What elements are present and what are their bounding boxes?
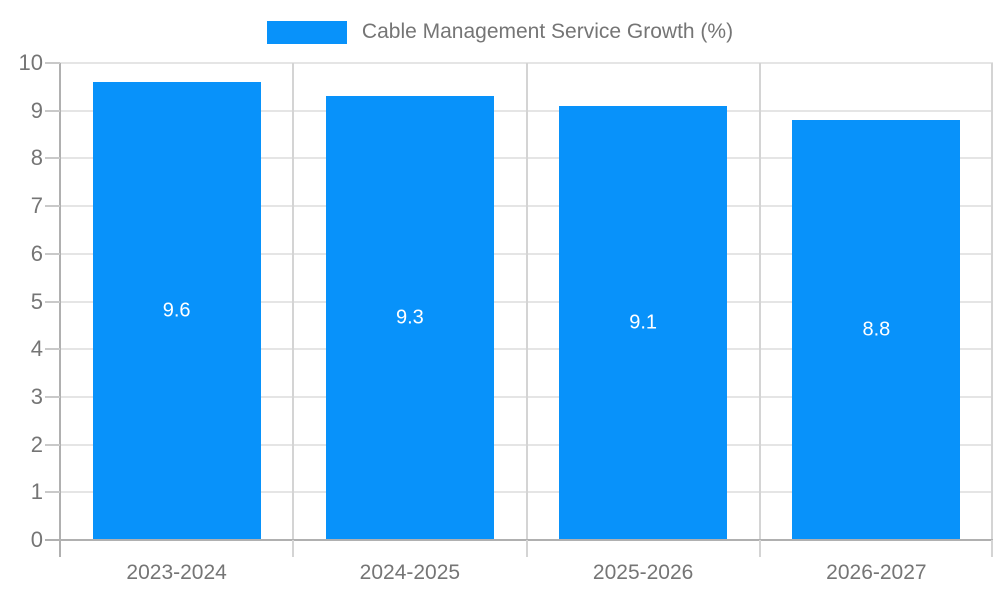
x-axis-tick xyxy=(525,540,528,557)
legend-label: Cable Management Service Growth (%) xyxy=(361,20,734,43)
y-tick-label: 0 xyxy=(30,527,43,552)
y-axis-tick xyxy=(45,443,60,446)
category-separator xyxy=(991,63,993,540)
x-axis-tick xyxy=(991,540,993,557)
y-axis-tick xyxy=(45,157,60,160)
y-axis-tick xyxy=(45,348,60,351)
category-separator xyxy=(525,63,528,540)
y-tick-label: 6 xyxy=(30,240,43,266)
legend: Cable Management Service Growth (%) xyxy=(0,20,1000,44)
y-tick-label: 8 xyxy=(30,145,43,171)
category-separator xyxy=(758,63,761,540)
y-tick-label: 4 xyxy=(30,336,43,362)
y-axis-tick xyxy=(45,62,60,64)
x-axis-baseline xyxy=(45,539,993,541)
bar xyxy=(325,96,494,540)
x-category-label: 2023-2024 xyxy=(126,561,227,584)
y-tick-label: 3 xyxy=(30,383,43,409)
x-category-label: 2025-2026 xyxy=(592,561,694,584)
y-axis-tick xyxy=(45,300,60,303)
x-axis-tick xyxy=(758,540,761,557)
plot-area: 9.6 9.3 9.1 8.8 xyxy=(60,62,993,540)
y-axis-tick xyxy=(45,395,60,398)
y-axis-tick xyxy=(45,205,60,208)
y-axis-line xyxy=(59,63,61,557)
bar-value-label: 8.8 xyxy=(862,318,891,341)
legend-swatch xyxy=(266,20,347,44)
y-tick-label: 1 xyxy=(30,479,43,505)
bar-value-label: 9.3 xyxy=(395,306,424,329)
bar xyxy=(559,105,728,540)
bar xyxy=(792,120,961,540)
bar-value-label: 9.6 xyxy=(162,299,191,322)
y-tick-label: 7 xyxy=(30,193,43,219)
y-axis-tick xyxy=(45,491,60,494)
x-axis-tick xyxy=(292,540,295,557)
x-category-label: 2026-2027 xyxy=(826,561,927,584)
category-separator xyxy=(292,63,295,540)
y-axis-tick xyxy=(45,109,60,112)
y-tick-label: 10 xyxy=(18,50,43,75)
y-tick-label: 2 xyxy=(30,431,43,457)
bar-value-label: 9.1 xyxy=(629,311,658,334)
y-tick-label: 9 xyxy=(30,97,43,123)
bar xyxy=(92,82,261,540)
y-tick-label: 5 xyxy=(30,288,43,314)
y-axis-tick xyxy=(45,252,60,255)
x-category-label: 2024-2025 xyxy=(359,561,461,584)
